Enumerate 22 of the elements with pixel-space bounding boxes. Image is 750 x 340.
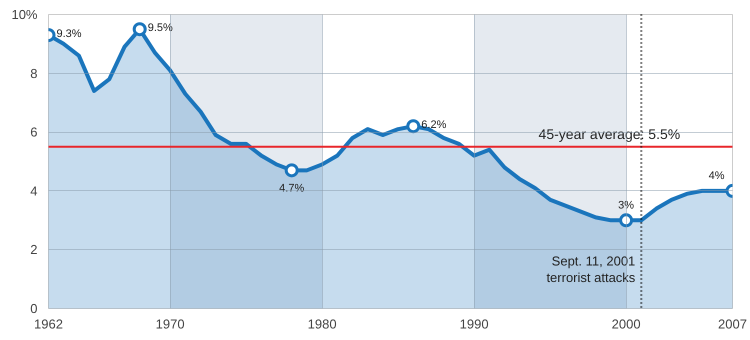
y-tick-label: 10% <box>11 7 38 22</box>
x-tick-label: 2000 <box>612 316 641 332</box>
y-tick-label: 6 <box>30 124 38 140</box>
annotation: 3% <box>618 199 634 212</box>
point <box>406 119 420 134</box>
point <box>284 163 299 178</box>
annotation: 4% <box>708 170 725 182</box>
annotation: 9.5% <box>148 22 173 34</box>
annotation: 6.2% <box>421 119 447 132</box>
y-tick-label: 4 <box>30 183 38 198</box>
y-tick-label: 0 <box>30 301 38 316</box>
ref-line-label: Sept. 11, 2001 terrorist attacks <box>546 253 636 285</box>
ref-line-label: 45-year average: 5.5% <box>538 126 680 142</box>
y-tick-label: 2 <box>30 242 38 258</box>
x-tick-label: 1980 <box>308 316 337 332</box>
annotation: 4.7% <box>279 182 304 194</box>
x-tick-label: 2007 <box>718 316 747 332</box>
y-tick-label: 8 <box>30 66 38 81</box>
annotation: 9.3% <box>56 28 82 40</box>
x-tick-label: 1970 <box>156 316 185 332</box>
x-tick-label: 1990 <box>460 316 489 332</box>
x-tick-label: 1962 <box>34 316 63 332</box>
